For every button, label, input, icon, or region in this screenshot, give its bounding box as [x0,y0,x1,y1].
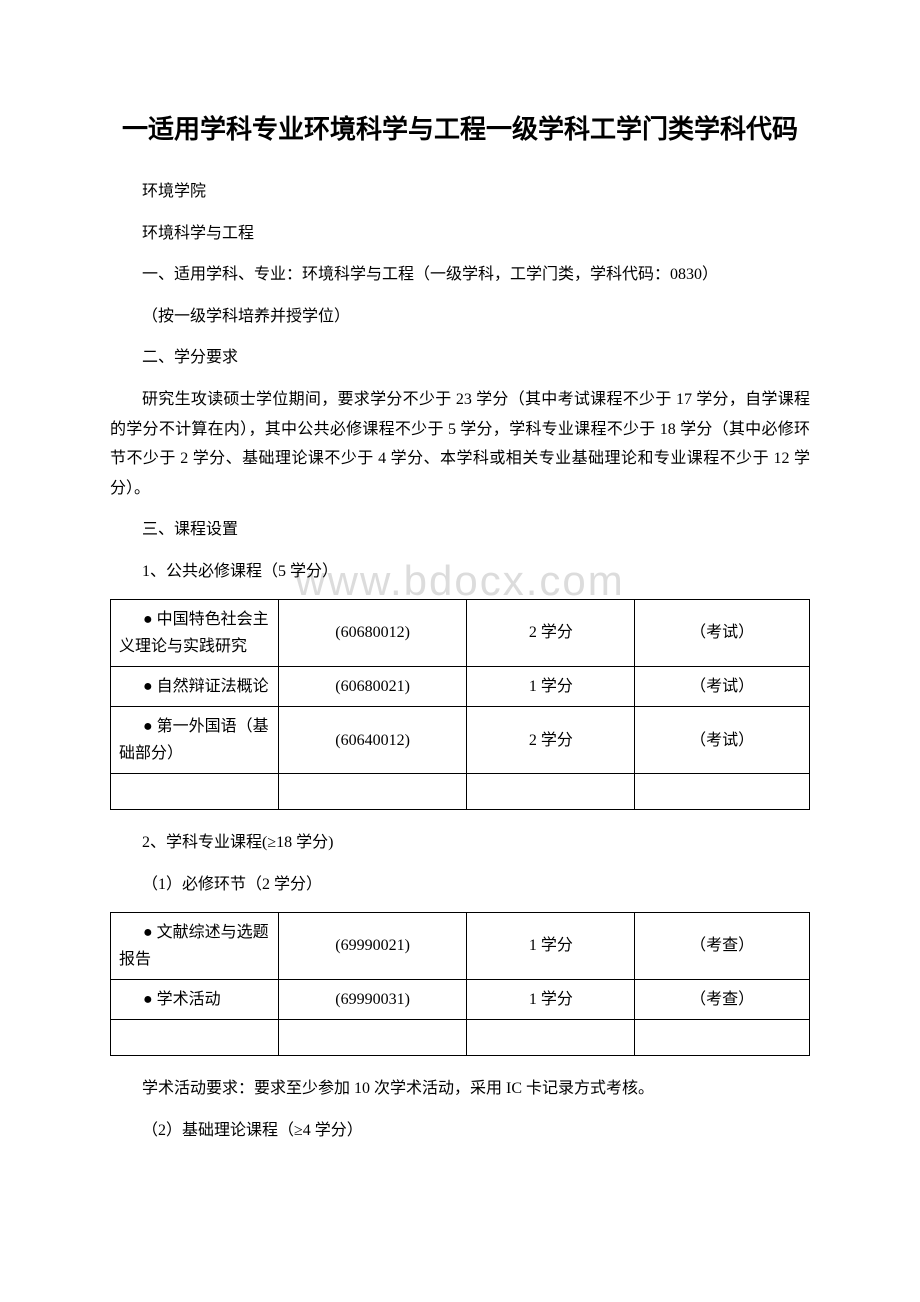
table-public-courses: ● 中国特色社会主义理论与实践研究 (60680012) 2 学分 （考试） ●… [110,599,810,811]
para-school: 环境学院 [110,177,810,207]
cell-course-exam: （考试） [635,707,810,774]
cell-course-code: (60640012) [278,707,467,774]
cell-course-code: (69990021) [278,912,467,979]
cell-course-credit: 2 学分 [467,599,635,666]
cell-course-exam: （考查） [635,912,810,979]
table-row: ● 自然辩证法概论 (60680021) 1 学分 （考试） [111,666,810,706]
cell-course-code: (69990031) [278,980,467,1020]
cell-course-exam: （考试） [635,666,810,706]
table-row: ● 中国特色社会主义理论与实践研究 (60680012) 2 学分 （考试） [111,599,810,666]
cell-course-name: ● 文献综述与选题报告 [111,912,279,979]
cell-course-credit: 1 学分 [467,980,635,1020]
cell-course-credit: 1 学分 [467,666,635,706]
cell-course-credit: 1 学分 [467,912,635,979]
cell-course-exam [635,774,810,810]
cell-course-credit [467,774,635,810]
para-public-courses-heading: 1、公共必修课程（5 学分） [110,557,810,587]
table-row [111,774,810,810]
para-discipline-courses-heading: 2、学科专业课程(≥18 学分) [110,828,810,858]
cell-course-exam: （考查） [635,980,810,1020]
para-major: 环境科学与工程 [110,219,810,249]
cell-course-credit [467,1020,635,1056]
cell-course-name: ● 学术活动 [111,980,279,1020]
table-row [111,1020,810,1056]
cell-course-name [111,1020,279,1056]
page-title: 一适用学科专业环境科学与工程一级学科工学门类学科代码 [110,110,810,149]
cell-course-credit: 2 学分 [467,707,635,774]
cell-course-name: ● 自然辩证法概论 [111,666,279,706]
para-basic-theory-heading: （2）基础理论课程（≥4 学分） [110,1116,810,1146]
para-credit-req: 研究生攻读硕士学位期间，要求学分不少于 23 学分（其中考试课程不少于 17 学… [110,385,810,503]
para-required-link-heading: （1）必修环节（2 学分） [110,870,810,900]
para-note-degree: （按一级学科培养并授学位） [110,302,810,332]
cell-course-name [111,774,279,810]
para-academic-activity-req: 学术活动要求：要求至少参加 10 次学术活动，采用 IC 卡记录方式考核。 [110,1074,810,1104]
cell-course-code [278,1020,467,1056]
table-row: ● 学术活动 (69990031) 1 学分 （考查） [111,980,810,1020]
table-row: ● 文献综述与选题报告 (69990021) 1 学分 （考查） [111,912,810,979]
cell-course-code: (60680012) [278,599,467,666]
cell-course-exam [635,1020,810,1056]
cell-course-name: ● 中国特色社会主义理论与实践研究 [111,599,279,666]
para-section-1: 一、适用学科、专业：环境科学与工程（一级学科，工学门类，学科代码：0830） [110,260,810,290]
table-row: ● 第一外国语（基础部分） (60640012) 2 学分 （考试） [111,707,810,774]
cell-course-exam: （考试） [635,599,810,666]
cell-course-code [278,774,467,810]
para-section-3: 三、课程设置 [110,515,810,545]
cell-course-name: ● 第一外国语（基础部分） [111,707,279,774]
para-section-2: 二、学分要求 [110,343,810,373]
cell-course-code: (60680021) [278,666,467,706]
table-required-link: ● 文献综述与选题报告 (69990021) 1 学分 （考查） ● 学术活动 … [110,912,810,1057]
